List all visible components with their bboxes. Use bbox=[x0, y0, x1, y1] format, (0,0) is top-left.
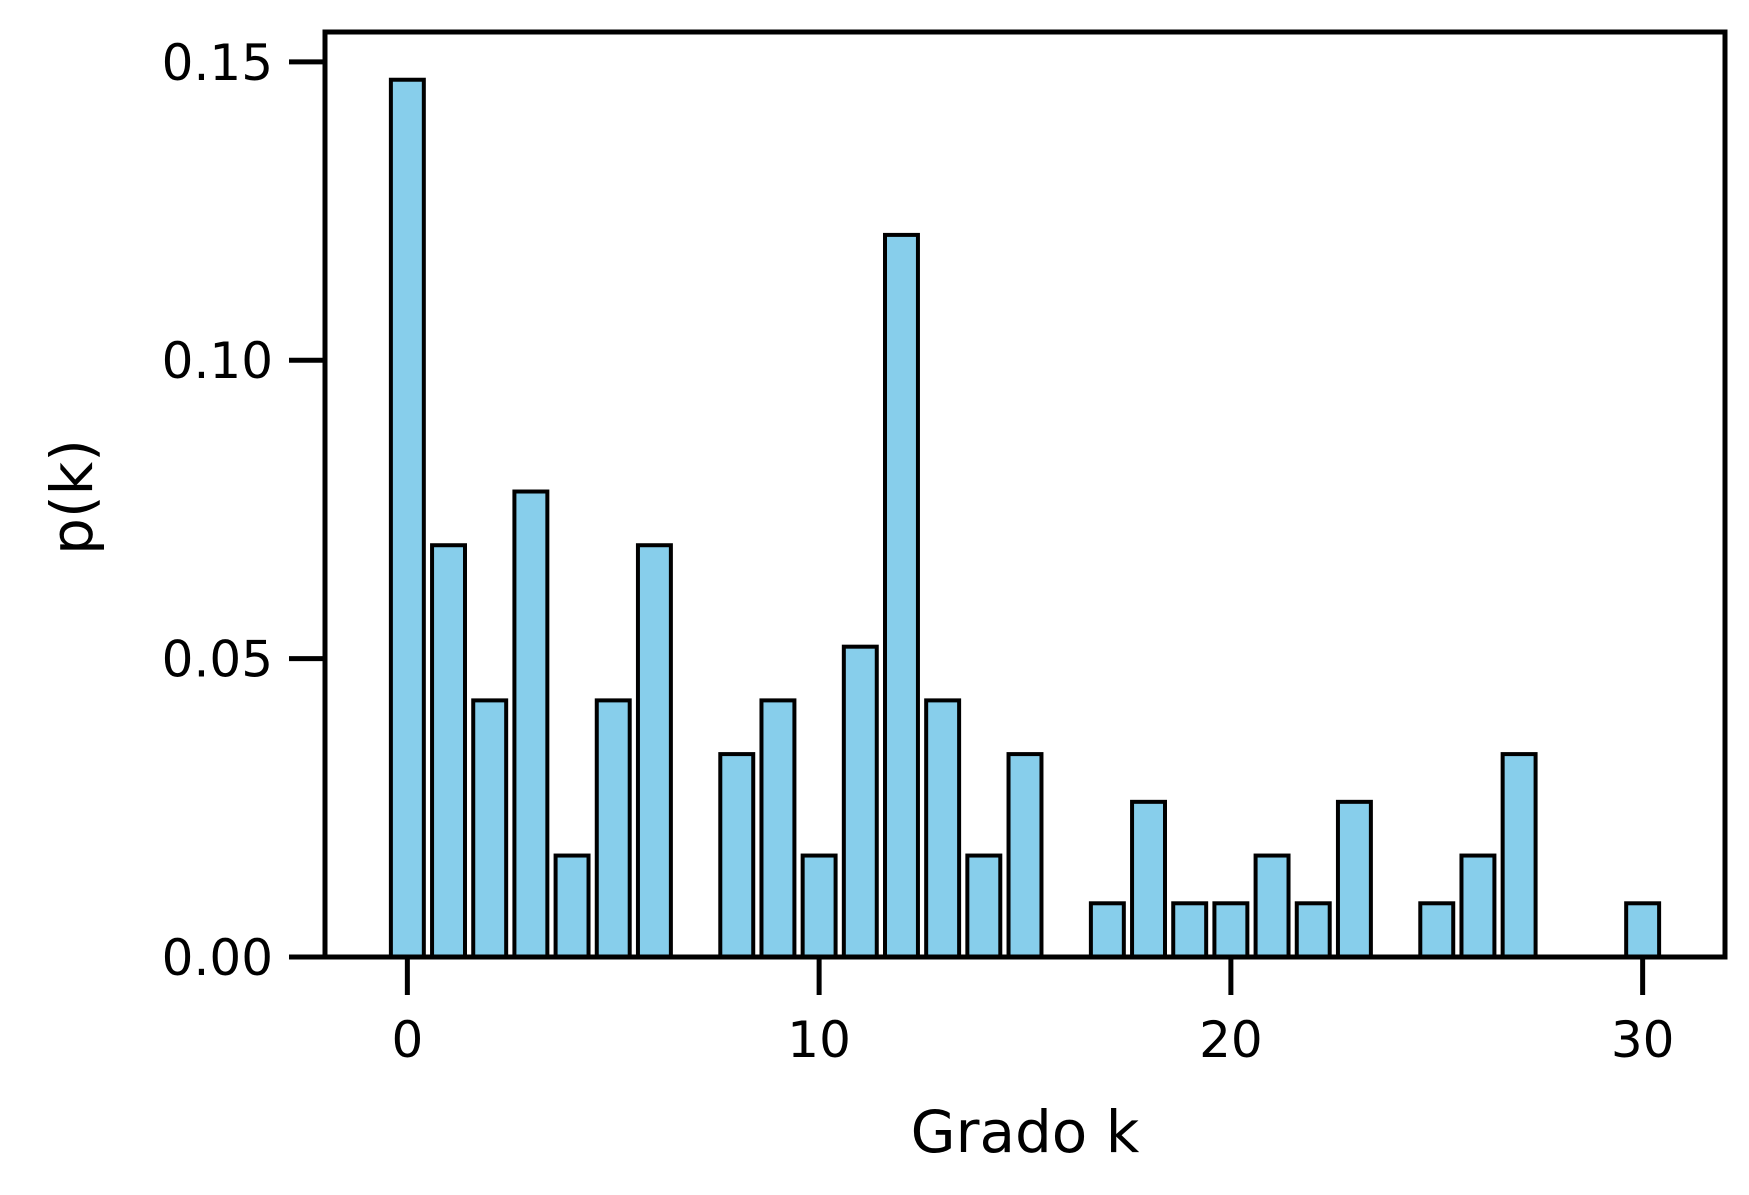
bar-k-0 bbox=[388, 77, 426, 959]
y-axis-title: p(k) bbox=[38, 439, 106, 555]
bar-k-8 bbox=[718, 752, 756, 960]
y-tick-label: 0.00 bbox=[162, 929, 273, 987]
bar-k-10 bbox=[800, 853, 838, 960]
bar-k-20 bbox=[1212, 901, 1250, 960]
x-tick-label: 10 bbox=[787, 1011, 851, 1069]
bar-k-4 bbox=[553, 853, 591, 960]
y-tick-label: 0.10 bbox=[162, 332, 273, 390]
bar-k-14 bbox=[965, 853, 1003, 960]
plot-frame bbox=[322, 29, 1728, 960]
bar-k-21 bbox=[1253, 853, 1291, 960]
bar-k-22 bbox=[1294, 901, 1332, 960]
x-axis: 0 10 20 30 bbox=[391, 957, 1674, 1069]
x-tick-label: 20 bbox=[1199, 1011, 1263, 1069]
bar-k-5 bbox=[594, 698, 632, 959]
x-tick-label: 0 bbox=[391, 1011, 423, 1069]
bar-k-11 bbox=[841, 644, 879, 959]
bar-k-18 bbox=[1130, 799, 1168, 959]
bar-k-23 bbox=[1335, 799, 1373, 959]
bar-k-26 bbox=[1459, 853, 1497, 960]
bar-k-1 bbox=[430, 543, 468, 960]
bar-k-2 bbox=[471, 698, 509, 959]
bar-k-9 bbox=[759, 698, 797, 959]
y-tick-label: 0.15 bbox=[162, 34, 273, 92]
y-tick-label: 0.05 bbox=[162, 631, 273, 689]
bar-k-30 bbox=[1624, 901, 1662, 960]
bar-k-13 bbox=[924, 698, 962, 959]
bar-k-25 bbox=[1418, 901, 1456, 960]
y-axis: 0.00 0.05 0.10 0.15 bbox=[162, 34, 325, 987]
bar-k-17 bbox=[1088, 901, 1126, 960]
bar-k-15 bbox=[1006, 752, 1044, 960]
bar-k-6 bbox=[635, 543, 673, 960]
bar-k-3 bbox=[512, 489, 550, 959]
bar-k-19 bbox=[1171, 901, 1209, 960]
bar-k-27 bbox=[1500, 752, 1538, 960]
bar-k-12 bbox=[883, 232, 920, 960]
x-axis-title: Grado k bbox=[911, 1098, 1140, 1166]
bars bbox=[388, 77, 1662, 960]
x-tick-label: 30 bbox=[1611, 1011, 1675, 1069]
